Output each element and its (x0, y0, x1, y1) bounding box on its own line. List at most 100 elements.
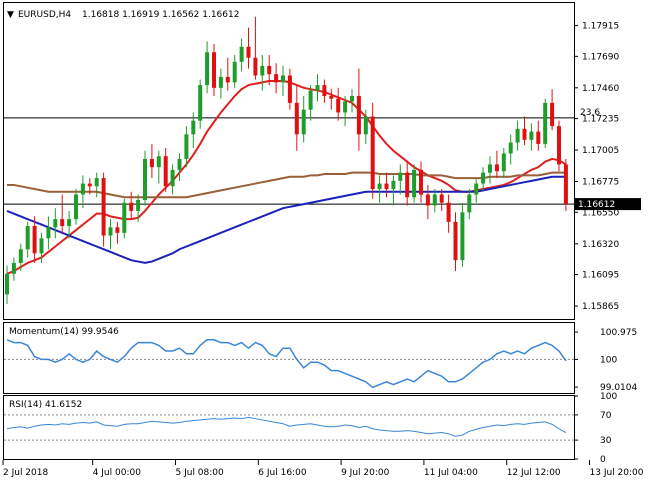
bullish-candle (25, 221, 30, 258)
candle-body (522, 128, 527, 140)
candle-body (391, 180, 396, 190)
bullish-candle (177, 153, 182, 181)
bearish-candle (563, 158, 568, 211)
bearish-candle (453, 212, 458, 272)
time-tick-label: 12 Jul 12:00 (507, 468, 561, 478)
candle-body (432, 194, 437, 206)
bullish-candle (46, 216, 51, 250)
bullish-candle (377, 175, 382, 203)
candle-body (308, 90, 313, 110)
bearish-candle (149, 143, 154, 179)
candle-body (115, 227, 120, 233)
candle-body (232, 61, 237, 83)
bearish-candle (557, 120, 561, 172)
time-tick-label: 13 Jul 20:00 (590, 468, 644, 478)
bullish-candle (184, 126, 189, 168)
candle-body (467, 194, 472, 213)
bullish-candle (315, 74, 320, 102)
bullish-candle (350, 89, 354, 113)
candle-body (67, 219, 72, 226)
bullish-candle (301, 96, 306, 143)
price-tick-label: 1.16320 (582, 240, 619, 250)
mid-moving-average-line (7, 171, 566, 199)
momentum-panel: 100.975 100 99.0104 (4, 328, 637, 393)
candle-body (370, 116, 375, 190)
candle-body (529, 131, 534, 140)
bullish-candle (136, 194, 141, 222)
bullish-candle (432, 189, 437, 213)
ohlc-readout: 1.16818 1.16919 1.16562 1.16612 (82, 10, 239, 20)
bearish-candle (294, 85, 299, 151)
candle-body (557, 126, 561, 165)
rsi-line (6, 416, 567, 437)
price-tick-label: 1.17460 (582, 84, 619, 94)
bearish-candle (370, 102, 375, 199)
candle-body (501, 153, 506, 172)
candle-body (218, 76, 223, 88)
bullish-candle (18, 243, 23, 272)
time-tick-label: 9 Jul 20:00 (341, 468, 390, 478)
candle-body (412, 169, 417, 198)
candle-body (315, 85, 320, 91)
candle-body (18, 249, 23, 263)
bullish-candle (412, 164, 417, 203)
bearish-candle (322, 79, 327, 103)
current-price-label: 1.16612 (578, 200, 615, 210)
bullish-candle (53, 208, 58, 239)
candle-body (494, 164, 499, 172)
bearish-candle (287, 68, 292, 110)
bullish-candle (80, 175, 85, 209)
bearish-candle (425, 184, 430, 220)
candle-body (336, 98, 341, 113)
candle-body (274, 74, 279, 83)
bullish-candle (260, 54, 265, 91)
candle-body (453, 221, 458, 261)
bearish-candle (446, 194, 451, 233)
candle-body (198, 85, 203, 121)
candle-body (536, 131, 541, 144)
bullish-candle (543, 98, 548, 149)
price-panel-frame (3, 2, 575, 320)
rsi-tick-label: 70 (600, 411, 612, 421)
bullish-candle (343, 96, 348, 127)
bearish-candle (246, 27, 251, 69)
candle-body (149, 158, 154, 168)
fibonacci-level-label: 23.6 (580, 108, 600, 118)
candle-body (177, 158, 182, 170)
bullish-candle (39, 232, 44, 263)
candle-body (281, 75, 285, 83)
current-price-tag (575, 198, 641, 211)
bullish-candle (122, 198, 127, 239)
bullish-candle (218, 68, 223, 99)
rsi-tick-label: 30 (600, 436, 612, 446)
candle-body (343, 101, 348, 113)
bearish-candle (115, 221, 120, 244)
bullish-candle (67, 210, 72, 239)
time-tick-label: 6 Jul 16:00 (258, 468, 307, 478)
candle-body (377, 183, 382, 190)
bullish-candle (529, 123, 534, 151)
candle-body (439, 194, 444, 203)
candle-body (474, 183, 479, 195)
time-tick-label: 4 Jul 00:00 (93, 468, 142, 478)
price-tick-label: 1.15865 (582, 302, 619, 312)
bullish-candle (74, 189, 78, 225)
bullish-candle (474, 178, 479, 203)
time-tick-label: 5 Jul 08:00 (176, 468, 225, 478)
candle-body (398, 172, 403, 181)
time-tick-label: 2 Jul 2018 (3, 468, 48, 478)
candle-body (39, 238, 44, 254)
bullish-candle (108, 219, 113, 250)
candle-body (460, 212, 465, 261)
candle-body (301, 109, 306, 135)
collapse-triangle-icon[interactable]: ▼ (7, 10, 14, 20)
momentum-tick-label: 99.0104 (600, 383, 637, 393)
bearish-candle (329, 89, 334, 110)
bearish-candle (550, 89, 555, 131)
bullish-candle (156, 150, 161, 184)
candle-body (212, 52, 216, 88)
candle-body (205, 52, 210, 86)
candle-body (60, 219, 65, 226)
candle-body (322, 85, 327, 97)
